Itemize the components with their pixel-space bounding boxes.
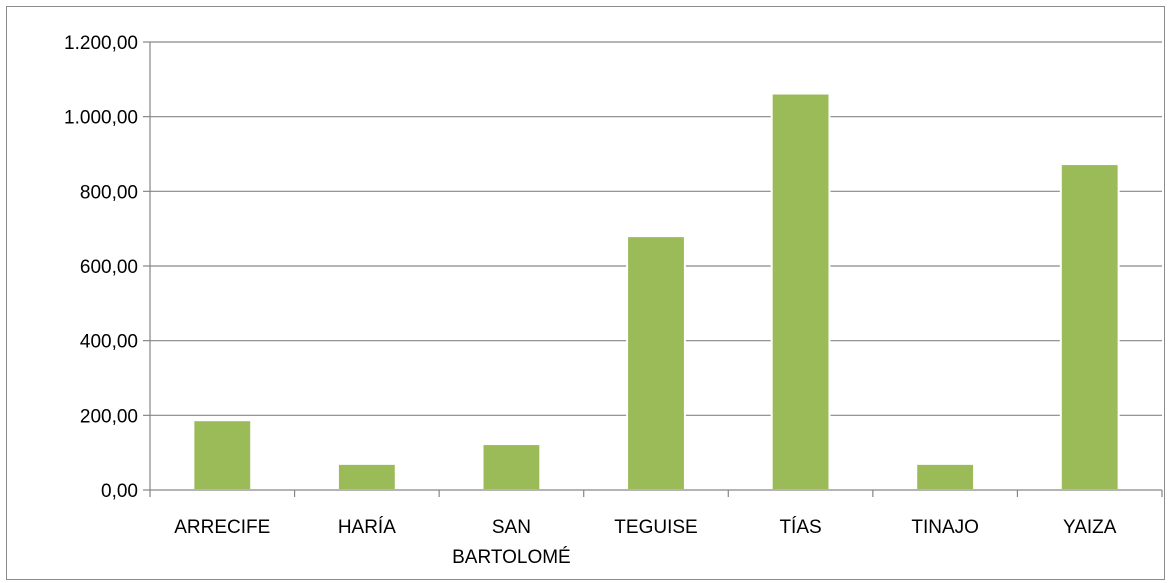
x-tick-label: YAIZA (1063, 517, 1117, 538)
x-tick-label: ARRECIFE (174, 517, 270, 538)
y-tick-label: 1.200,00 (64, 33, 138, 54)
bar (481, 443, 542, 491)
bar (915, 462, 976, 492)
x-tick-label: BARTOLOMÉ (452, 547, 571, 568)
y-tick-label: 800,00 (80, 182, 138, 203)
y-tick-label: 200,00 (80, 406, 138, 427)
bars (192, 92, 1120, 492)
axes (143, 41, 1163, 497)
gridlines (150, 41, 1162, 416)
x-tick-label: TINAJO (911, 517, 979, 538)
y-tick-label: 400,00 (80, 332, 138, 353)
x-tick-label: TÍAS (779, 517, 821, 538)
x-tick-label: HARÍA (338, 517, 396, 538)
y-tick-label: 600,00 (80, 257, 138, 278)
x-tick-label: SAN (492, 517, 531, 538)
y-tick-label: 0,00 (101, 481, 138, 502)
tick-labels: 0,00 200,00 400,00 600,00 800,00 1.000,00 1.20… (64, 33, 1117, 568)
bar (336, 462, 397, 492)
bar (192, 419, 253, 492)
bar (770, 92, 831, 492)
x-tick-label: TEGUISE (614, 517, 697, 538)
bar (1059, 163, 1120, 492)
bar (626, 235, 686, 491)
y-tick-label: 1.000,00 (64, 108, 138, 129)
